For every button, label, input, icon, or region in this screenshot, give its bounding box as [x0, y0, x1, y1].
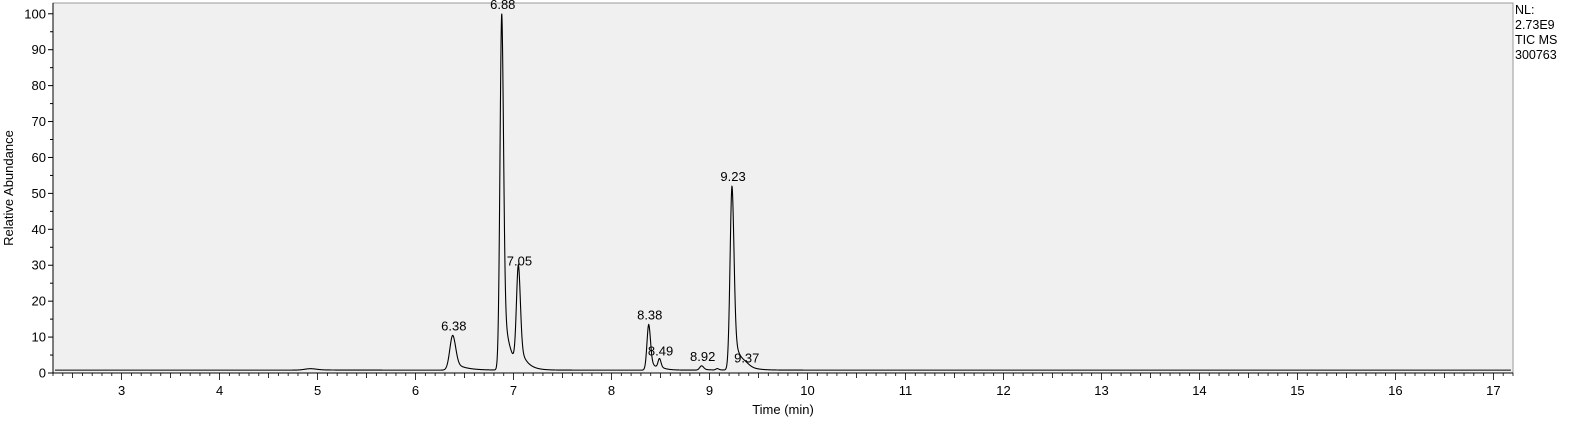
peak-label: 9.37: [734, 351, 759, 366]
x-tick-label: 5: [314, 383, 321, 398]
y-tick-label: 80: [32, 78, 46, 93]
y-tick-label: 70: [32, 114, 46, 129]
x-tick-label: 14: [1192, 383, 1206, 398]
x-tick-label: 8: [608, 383, 615, 398]
x-tick-label: 10: [800, 383, 814, 398]
y-axis-title: Relative Abundance: [1, 130, 16, 246]
y-tick-label: 20: [32, 294, 46, 309]
y-tick-label: 90: [32, 42, 46, 57]
y-tick-label: 60: [32, 150, 46, 165]
x-tick-label: 7: [510, 383, 517, 398]
x-axis-title: Time (min): [752, 402, 814, 417]
x-tick-label: 9: [706, 383, 713, 398]
peak-label: 6.38: [441, 318, 466, 333]
info-line-nl-value: 2.73E9: [1515, 18, 1555, 32]
peak-label: 8.92: [690, 349, 715, 364]
info-line-scan-type: TIC MS: [1515, 33, 1558, 47]
peak-labels: 6.38 6.88 7.05 8.38 8.49 8.92 9.23 9.37: [441, 0, 759, 366]
peak-label: 7.05: [507, 254, 532, 269]
y-tick-label: 0: [39, 366, 46, 381]
x-tick-label: 4: [216, 383, 223, 398]
x-tick-label: 6: [412, 383, 419, 398]
y-tick-label: 50: [32, 186, 46, 201]
y-tick-label: 40: [32, 222, 46, 237]
y-axis-ticks: 0 10 20 30 40 50 60 70 80 90 100: [24, 6, 53, 381]
peak-label: 8.38: [637, 308, 662, 323]
plot-area: [52, 2, 1514, 374]
x-tick-label: 13: [1094, 383, 1108, 398]
x-tick-label: 15: [1290, 383, 1304, 398]
x-tick-label: 17: [1486, 383, 1500, 398]
info-line-nl: NL:: [1515, 3, 1535, 17]
x-axis-ticks: 3 4 5 6 7 8 9 10 11 12 13 14 15 16 17: [52, 373, 1514, 398]
y-tick-label: 30: [32, 258, 46, 273]
peak-label: 9.23: [720, 169, 745, 184]
x-tick-label: 3: [118, 383, 125, 398]
x-tick-label: 16: [1388, 383, 1402, 398]
chromatogram-trace: [54, 13, 1511, 371]
peak-label: 8.49: [648, 343, 673, 358]
peak-label: 6.88: [490, 0, 515, 12]
x-tick-label: 12: [996, 383, 1010, 398]
y-tick-label: 100: [24, 6, 46, 21]
info-panel: NL: 2.73E9 TIC MS 300763: [1515, 3, 1557, 63]
x-tick-label: 11: [899, 383, 913, 398]
y-tick-label: 10: [32, 330, 46, 345]
info-line-sample: 300763: [1515, 48, 1557, 62]
